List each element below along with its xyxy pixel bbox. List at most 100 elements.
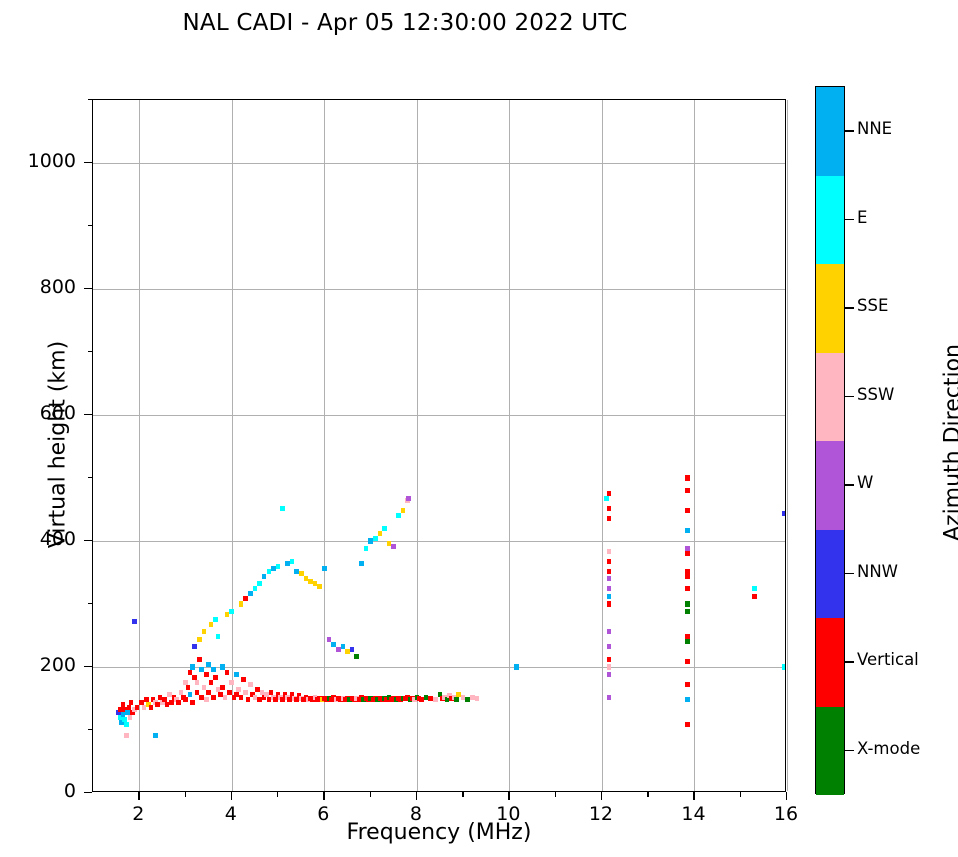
data-mark bbox=[335, 646, 341, 652]
data-mark bbox=[685, 722, 690, 728]
x-tick bbox=[230, 792, 233, 800]
y-tick-label: 0 bbox=[63, 780, 76, 802]
data-mark bbox=[685, 682, 690, 688]
colorbar-segment-sse bbox=[816, 264, 844, 353]
data-mark bbox=[119, 719, 124, 725]
x-tick-label: 12 bbox=[588, 803, 614, 825]
y-minor-tick bbox=[87, 225, 92, 227]
data-mark bbox=[384, 697, 390, 703]
data-mark bbox=[354, 654, 360, 660]
data-mark bbox=[199, 694, 205, 700]
data-mark bbox=[685, 586, 690, 592]
x-minor-tick bbox=[369, 792, 371, 797]
y-tick bbox=[84, 666, 92, 668]
data-mark bbox=[460, 694, 466, 700]
data-mark bbox=[155, 702, 161, 708]
data-mark bbox=[428, 695, 434, 701]
data-mark bbox=[123, 722, 129, 728]
data-mark bbox=[252, 586, 258, 592]
data-mark bbox=[118, 714, 124, 720]
data-mark bbox=[685, 508, 690, 514]
data-mark bbox=[282, 692, 288, 698]
data-mark bbox=[247, 591, 253, 597]
grid-lines bbox=[93, 100, 788, 791]
y-axis-title: Virtual height (km) bbox=[45, 340, 71, 549]
y-tick-label: 600 bbox=[39, 402, 76, 424]
data-mark bbox=[268, 689, 274, 695]
data-mark bbox=[204, 672, 209, 678]
data-mark bbox=[148, 704, 154, 710]
data-mark bbox=[606, 664, 612, 670]
data-mark bbox=[280, 697, 285, 703]
data-mark bbox=[176, 699, 181, 705]
data-mark bbox=[294, 697, 299, 703]
y-minor-tick bbox=[87, 729, 92, 731]
data-mark bbox=[120, 712, 126, 718]
data-mark bbox=[685, 601, 690, 607]
data-mark bbox=[289, 558, 295, 564]
data-mark bbox=[197, 636, 202, 642]
data-mark bbox=[606, 672, 612, 678]
colorbar-label-x-mode: X-mode bbox=[857, 738, 921, 758]
x-tick bbox=[138, 792, 140, 800]
data-mark bbox=[215, 687, 221, 693]
data-mark bbox=[419, 697, 424, 703]
data-mark bbox=[326, 636, 332, 642]
data-mark bbox=[685, 639, 690, 645]
colorbar-segment-vertical bbox=[816, 618, 844, 707]
data-mark bbox=[162, 697, 168, 703]
data-mark bbox=[139, 699, 144, 705]
y-tick bbox=[84, 540, 92, 542]
data-mark bbox=[406, 495, 411, 501]
x-tick-label: 14 bbox=[681, 803, 706, 825]
y-minor-tick bbox=[87, 351, 92, 353]
data-mark bbox=[183, 679, 188, 685]
data-mark bbox=[294, 568, 299, 574]
data-mark bbox=[257, 581, 262, 587]
data-mark bbox=[391, 543, 397, 549]
data-mark bbox=[685, 568, 690, 574]
data-mark bbox=[192, 674, 198, 680]
data-mark bbox=[261, 694, 267, 700]
data-mark bbox=[606, 593, 612, 599]
data-mark bbox=[456, 692, 461, 698]
data-mark bbox=[206, 661, 211, 667]
data-mark bbox=[308, 578, 313, 584]
y-tick-label: 200 bbox=[39, 654, 76, 676]
data-mark bbox=[423, 694, 429, 700]
data-mark bbox=[220, 684, 225, 690]
data-mark bbox=[782, 510, 785, 516]
data-mark bbox=[752, 586, 757, 592]
data-mark bbox=[206, 689, 211, 695]
x-tick-label: 2 bbox=[132, 803, 145, 825]
data-mark bbox=[208, 621, 214, 627]
x-tick bbox=[786, 792, 788, 800]
data-mark bbox=[310, 697, 316, 703]
data-mark bbox=[298, 571, 304, 577]
gridline-horizontal bbox=[93, 415, 785, 416]
data-mark bbox=[273, 697, 279, 703]
data-mark bbox=[606, 490, 612, 496]
gridline-vertical bbox=[694, 100, 696, 791]
colorbar-tick bbox=[845, 218, 854, 221]
gridline-horizontal bbox=[93, 541, 785, 542]
data-mark bbox=[201, 629, 207, 635]
y-tick-label: 400 bbox=[39, 528, 76, 550]
colorbar-segment-nnw bbox=[816, 529, 844, 618]
colorbar-tick bbox=[845, 395, 854, 398]
data-mark bbox=[190, 699, 195, 705]
data-mark bbox=[285, 561, 290, 567]
data-mark bbox=[187, 669, 193, 675]
data-mark bbox=[153, 732, 158, 738]
data-mark bbox=[128, 699, 134, 705]
data-mark bbox=[229, 679, 235, 685]
colorbar-segment-w bbox=[816, 441, 844, 530]
x-minor-tick bbox=[647, 792, 649, 797]
gridline-vertical bbox=[509, 100, 511, 791]
x-tick bbox=[600, 792, 603, 800]
data-mark bbox=[245, 697, 251, 703]
data-mark bbox=[192, 644, 198, 650]
colorbar-label-nne: NNE bbox=[857, 119, 893, 139]
data-mark bbox=[474, 695, 480, 701]
data-mark bbox=[382, 525, 387, 531]
